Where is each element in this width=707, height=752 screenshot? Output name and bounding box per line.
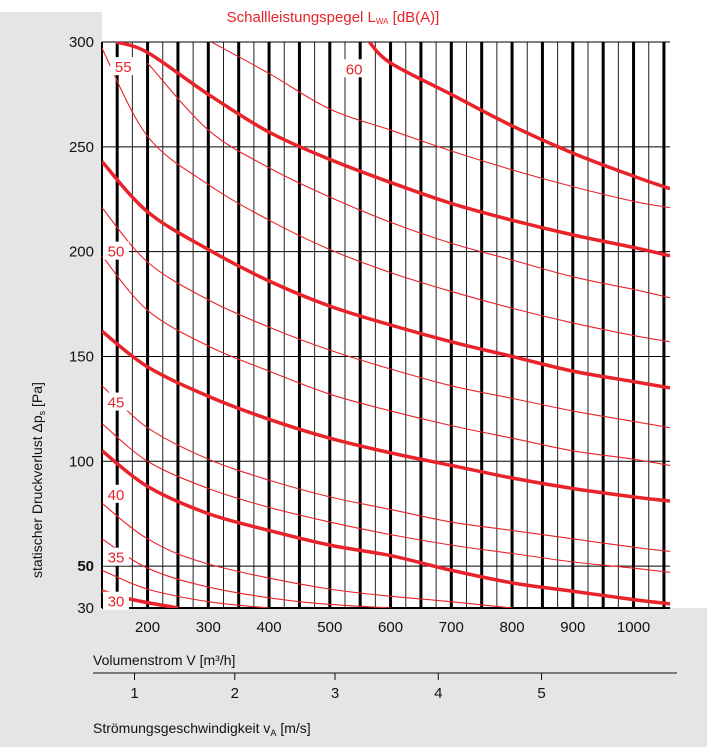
- x-tick-label: 900: [560, 619, 585, 636]
- curve-label-45: 45: [108, 395, 125, 412]
- curve-label-40: 40: [108, 487, 125, 504]
- sound-curve-intermediate: [102, 48, 670, 343]
- sound-curve-intermediate: [102, 569, 270, 608]
- sound-curve-intermediate: [211, 42, 670, 209]
- y-tick-label: 200: [69, 244, 94, 261]
- velocity-tick-label: 3: [331, 685, 339, 702]
- curve-label-bg: [102, 547, 129, 566]
- sound-curve-45: [102, 329, 670, 503]
- sound-curve-intermediate: [102, 255, 670, 466]
- frame-bg-bottom: [0, 608, 707, 747]
- frame-bg-title: [0, 12, 102, 42]
- y-axis-label: statischer Druckverlust Δps [Pa]: [29, 382, 47, 578]
- curve-label-bg: [102, 241, 129, 260]
- curve-label-35: 35: [108, 550, 125, 567]
- y-tick-label: 30: [77, 600, 94, 617]
- sound-curve-55: [115, 42, 670, 258]
- sound-curve-50: [102, 160, 670, 390]
- x-axis-label: Volumenstrom V [m³/h]: [93, 652, 235, 668]
- x-tick-label: 600: [378, 619, 403, 636]
- sound-curve-35: [102, 538, 391, 608]
- curve-label-bg: [102, 484, 129, 503]
- x-tick-label: 400: [257, 619, 282, 636]
- curve-label-30: 30: [108, 594, 125, 611]
- velocity-tick-label: 2: [231, 685, 239, 702]
- x-tick-label: 500: [317, 619, 342, 636]
- sound-curve-40: [102, 449, 670, 606]
- sound-curve-60: [367, 42, 670, 191]
- x-axis-ticks: 200 300 400 500 600 700 800 900 1000: [135, 619, 650, 636]
- curve-label-50: 50: [108, 244, 125, 261]
- x-tick-label: 700: [439, 619, 464, 636]
- sound-curve-intermediate: [102, 385, 670, 552]
- y-tick-label: 300: [69, 34, 94, 51]
- frame-top: [0, 0, 707, 12]
- velocity-tick-label: 1: [130, 685, 138, 702]
- sound-curve-intermediate: [102, 502, 513, 608]
- x-tick-label: 300: [196, 619, 221, 636]
- chart-title: Schallleistungspegel LWA [dB(A)]: [227, 9, 440, 26]
- y-axis-ticks: 30 50 100 150 200 250 300: [69, 34, 94, 617]
- sound-curve-intermediate: [147, 62, 670, 299]
- velocity-tick-label: 5: [537, 685, 545, 702]
- y-tick-label: 150: [69, 348, 94, 365]
- sound-power-curves: [102, 42, 670, 608]
- sound-curve-intermediate: [102, 207, 670, 429]
- x-tick-label: 800: [500, 619, 525, 636]
- velocity-axis-label: Strömungsgeschwindigkeit vA [m/s]: [93, 720, 311, 738]
- sound-power-curve-labels: 30 35 40 45 50 55 60: [102, 57, 368, 611]
- y-tick-label: 100: [69, 453, 94, 470]
- x-tick-label: 200: [135, 619, 160, 636]
- y-tick-label: 50: [77, 558, 94, 575]
- curve-label-bg: [341, 59, 368, 78]
- curve-label-bg: [102, 591, 129, 610]
- velocity-tick-label: 4: [434, 685, 442, 702]
- curve-label-bg: [102, 392, 129, 411]
- curve-label-55: 55: [115, 59, 132, 76]
- curve-label-60: 60: [346, 61, 363, 78]
- curve-label-bg: [110, 57, 137, 76]
- sound-curve-intermediate: [102, 423, 670, 573]
- y-tick-label: 250: [69, 139, 94, 156]
- x-tick-label: 1000: [617, 619, 650, 636]
- velocity-axis-ticks: 1 2 3 4 5: [130, 673, 546, 702]
